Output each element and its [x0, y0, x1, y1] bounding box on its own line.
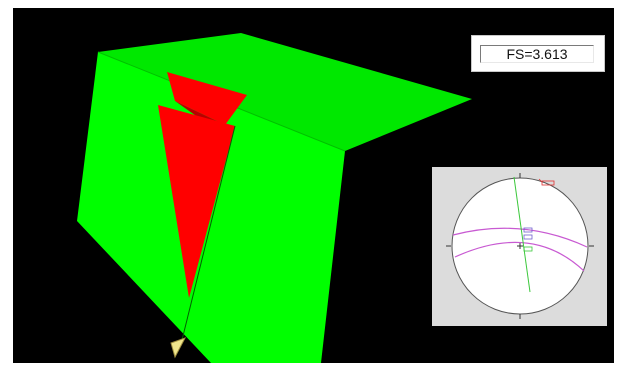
stereonet-panel[interactable]: [432, 167, 607, 326]
stereonet-plot: [446, 173, 594, 319]
slope-top-surface: [98, 33, 472, 151]
pole-marker-red-tick: [538, 178, 543, 183]
slope-scene: [77, 33, 472, 363]
intersection-label-c: [523, 246, 533, 252]
intersection-label-b: [523, 234, 533, 240]
fs-value: FS=3.613: [480, 45, 594, 63]
cone-marker-icon[interactable]: [170, 337, 187, 359]
great-circle-b: [454, 241, 585, 272]
pole-marker-red: [541, 180, 555, 186]
sliding-direction-line: [513, 176, 531, 293]
wedge-upper: [167, 72, 247, 125]
fs-panel: FS=3.613: [471, 35, 605, 72]
3d-viewport[interactable]: FS=3.613: [13, 8, 614, 363]
wedge-main: [158, 105, 235, 298]
intersection-label-a: [523, 227, 533, 233]
wedge-intersection-line: [180, 125, 236, 345]
